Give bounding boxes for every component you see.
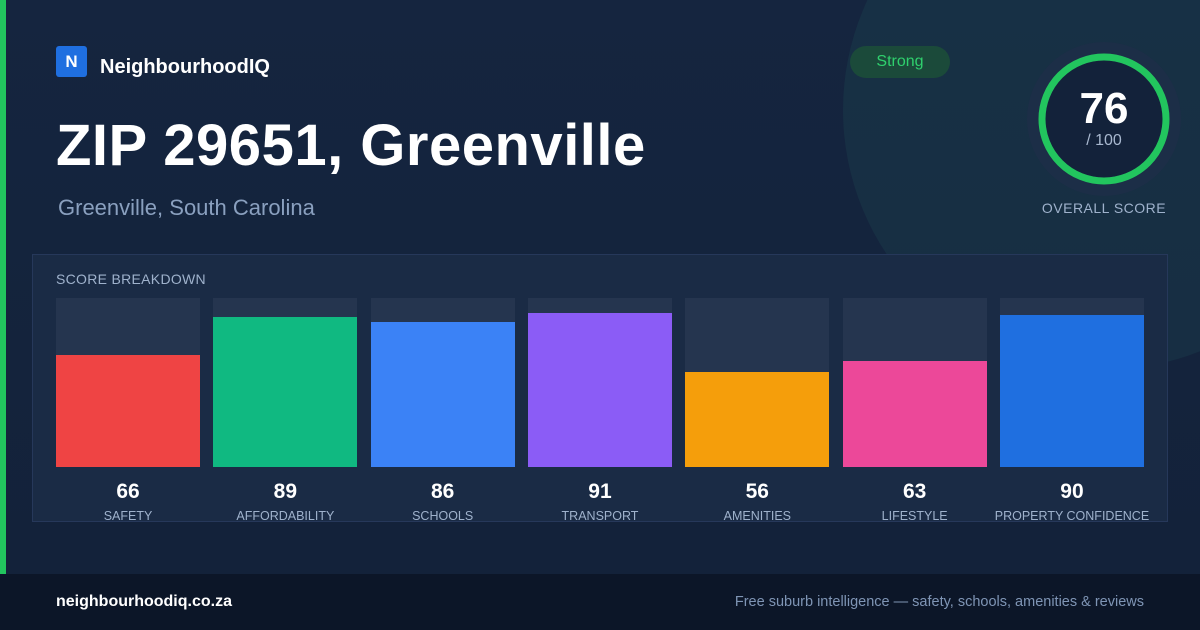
bar-value-amenities: 56: [745, 480, 769, 503]
overall-score-label: OVERALL SCORE: [1041, 200, 1167, 216]
bar-label-transport: TRANSPORT: [561, 509, 639, 523]
bar-label-safety: SAFETY: [103, 509, 153, 523]
gauge-arc: [1038, 53, 1170, 185]
footer-tagline: Free suburb intelligence — safety, schoo…: [734, 594, 1144, 610]
footer-url[interactable]: neighbourhoodiq.co.za: [56, 593, 232, 610]
bar-track-schools: [370, 298, 515, 467]
accent-bar: [0, 0, 6, 574]
bar-label-schools: SCHOOLS: [412, 509, 474, 523]
bar-label-property-confidence: PROPERTY CONFIDENCE: [994, 509, 1150, 523]
brand-name: NeighbourhoodIQ: [100, 56, 270, 78]
overall-score-value: 76: [1079, 84, 1129, 133]
bar-value-property-confidence: 90: [1060, 480, 1084, 503]
bar-label-affordability: AFFORDABILITY: [236, 509, 335, 523]
overall-score-max: / 100: [1086, 132, 1122, 149]
bar-value-lifestyle: 63: [902, 480, 927, 503]
page-subtitle: Greenville, South Carolina: [58, 195, 315, 220]
bar-value-schools: 86: [430, 480, 455, 503]
score-breakdown-chart: [56, 298, 1144, 467]
footer: [0, 574, 1200, 630]
bar-track-transport: [527, 298, 672, 467]
bar-amenities: [685, 372, 830, 467]
bar-affordability: [213, 316, 358, 467]
logo-icon: N: [56, 46, 87, 77]
score-breakdown-title: SCORE BREAKDOWN: [56, 271, 206, 287]
page-title: ZIP 29651, Greenville: [56, 113, 646, 178]
bar-schools: [370, 321, 515, 467]
bar-transport: [527, 313, 672, 467]
bar-value-safety: 66: [116, 480, 140, 503]
bar-value-transport: 91: [588, 480, 612, 503]
bar-track-amenities: [685, 298, 830, 467]
bar-label-amenities: AMENITIES: [723, 509, 791, 523]
bar-track-lifestyle: [842, 298, 987, 467]
bar-value-affordability: 89: [273, 480, 297, 503]
bar-track-affordability: [213, 298, 358, 467]
bar-property-confidence: [999, 314, 1144, 467]
bar-lifestyle: [842, 360, 987, 467]
bar-label-lifestyle: LIFESTYLE: [881, 509, 948, 523]
bar-safety: [56, 355, 200, 467]
bar-track-property-confidence: [999, 298, 1144, 467]
overall-score-gauge: [1027, 42, 1181, 196]
bar-track-safety: [56, 298, 200, 467]
status-badge: Strong: [850, 46, 950, 78]
